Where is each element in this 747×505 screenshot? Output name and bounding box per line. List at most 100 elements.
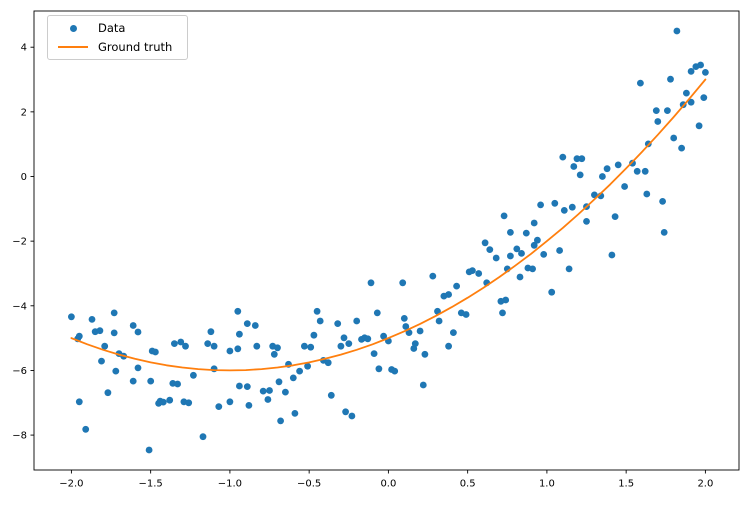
data-point (259, 387, 267, 395)
data-point (370, 350, 378, 357)
y-tick-label: 0 (21, 172, 27, 183)
data-point (207, 328, 215, 336)
data-point (568, 203, 576, 211)
data-point (673, 27, 681, 35)
data-point (190, 371, 197, 379)
data-point (507, 252, 514, 260)
data-point (611, 213, 619, 221)
legend-entry-data: Data (48, 20, 187, 36)
data-point (159, 398, 167, 406)
data-point (416, 327, 424, 335)
data-point (152, 348, 159, 356)
data-point (243, 383, 251, 390)
data-point (98, 357, 105, 365)
data-point (530, 219, 538, 227)
data-point (399, 279, 407, 287)
data-point (171, 340, 178, 347)
data-point (400, 315, 408, 322)
x-tick-label: 0.0 (380, 479, 396, 490)
legend-entry-ground-truth: Ground truth (48, 39, 187, 55)
data-point (274, 344, 281, 352)
data-point (101, 342, 109, 350)
data-point (522, 229, 530, 237)
data-point (695, 122, 703, 130)
data-point (373, 309, 381, 317)
data-point (147, 377, 155, 385)
data-point (337, 342, 345, 350)
data-point (166, 396, 174, 404)
data-point (659, 198, 666, 205)
data-point (402, 323, 410, 330)
data-point (469, 267, 476, 274)
data-point (697, 61, 704, 69)
axes-frame (33, 10, 740, 471)
data-point (419, 381, 427, 389)
legend-key (56, 46, 90, 48)
data-point (236, 330, 243, 338)
data-point (687, 68, 695, 75)
data-point (633, 167, 641, 175)
data-point (576, 171, 584, 179)
data-point (289, 374, 297, 382)
data-point (629, 159, 636, 167)
data-point (405, 329, 413, 336)
data-point (364, 335, 372, 343)
x-tick-label: 1.0 (539, 479, 555, 490)
data-point (700, 94, 708, 101)
data-point (234, 307, 242, 315)
y-tick-label: −4 (12, 301, 27, 312)
legend: Data Ground truth (47, 15, 188, 60)
x-tick-label: −1.5 (139, 479, 163, 490)
x-tick-label: 1.5 (618, 479, 634, 490)
legend-label-data: Data (98, 21, 126, 35)
data-point (429, 272, 437, 280)
data-point (145, 446, 153, 454)
data-point (565, 265, 573, 273)
data-point (68, 313, 75, 321)
data-point (345, 340, 353, 347)
data-point (559, 153, 567, 161)
data-point (502, 296, 510, 304)
data-point (492, 254, 500, 262)
data-point (411, 340, 419, 347)
data-point (204, 340, 212, 347)
x-tick-label: 2.0 (697, 479, 713, 490)
data-point (614, 161, 622, 169)
data-point (134, 364, 142, 372)
x-tick-label: −2.0 (59, 479, 83, 490)
data-point (513, 245, 521, 253)
data-point (245, 402, 253, 409)
data-point (199, 433, 207, 441)
data-point (75, 332, 83, 340)
ground-truth-curve (70, 78, 707, 372)
data-point (599, 173, 606, 180)
data-point (313, 307, 321, 315)
data-point (551, 199, 559, 207)
data-point (481, 239, 489, 247)
legend-label-ground-truth: Ground truth (98, 40, 173, 54)
data-point (88, 316, 96, 323)
data-point (226, 347, 234, 355)
data-point (500, 212, 508, 220)
data-point (540, 251, 548, 258)
data-point (530, 241, 538, 249)
data-point (342, 408, 349, 416)
data-point (475, 270, 483, 277)
data-point (110, 329, 118, 337)
data-point (608, 251, 616, 259)
data-point (307, 343, 315, 351)
data-point (348, 412, 356, 420)
data-point (537, 201, 544, 209)
ground-truth-line-icon (58, 46, 88, 48)
data-point (129, 377, 137, 385)
data-point (215, 403, 223, 410)
data-point (641, 167, 649, 175)
data-point (210, 342, 218, 350)
data-point (548, 288, 556, 296)
data-point (310, 331, 318, 339)
data-point (182, 342, 189, 350)
data-point (226, 398, 234, 406)
data-point (683, 89, 690, 97)
data-point (434, 307, 441, 315)
